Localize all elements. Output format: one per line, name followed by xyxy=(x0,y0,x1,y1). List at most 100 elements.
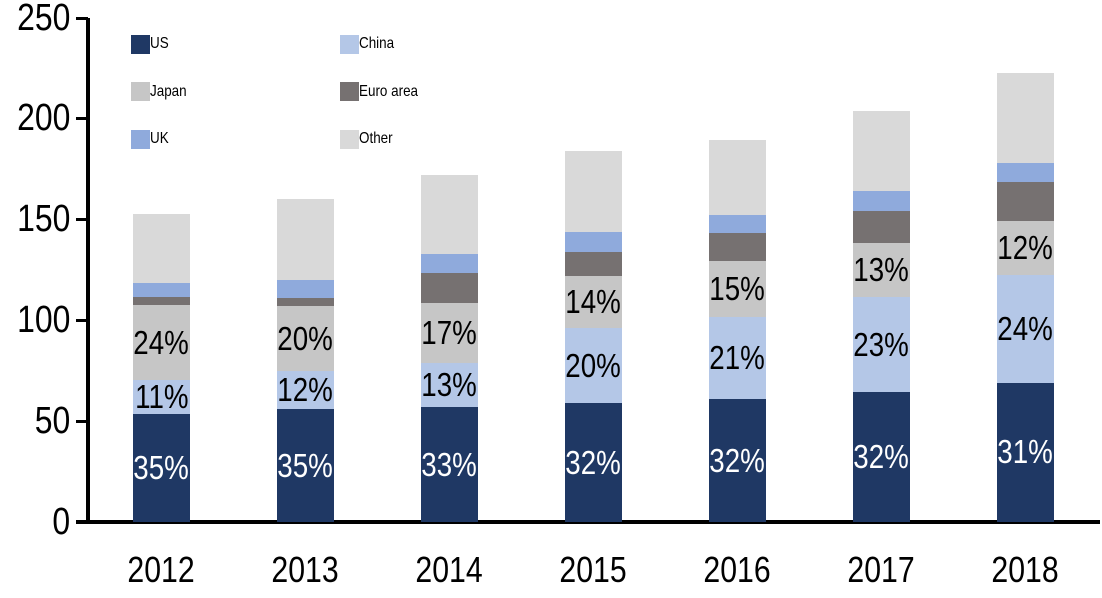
text-label: 50 xyxy=(34,399,70,442)
bar-segment-japan-2017 xyxy=(853,242,910,298)
y-tick-label-250: 250 xyxy=(0,0,70,39)
legend-swatch-japan xyxy=(131,82,150,101)
text-label: 2012 xyxy=(127,549,196,590)
segment-label-us-2014: 33% xyxy=(395,446,505,484)
bar-segment-uk-2015 xyxy=(565,231,622,252)
segment-label-japan-2014: 17% xyxy=(395,314,505,352)
text-label: 13% xyxy=(421,365,478,403)
segment-label-us-2013: 35% xyxy=(251,447,361,485)
bar-segment-us-2014 xyxy=(421,407,478,522)
bar-segment-japan-2014 xyxy=(421,303,478,363)
text-label: 17% xyxy=(421,314,478,351)
text-label: 150 xyxy=(16,198,70,241)
x-label-2014: 2014 xyxy=(375,549,525,590)
legend-swatch-us xyxy=(131,34,150,54)
bar-segment-us-2016 xyxy=(709,399,766,522)
text-label: Euro area xyxy=(359,82,419,100)
legend-swatch-uk xyxy=(131,129,150,149)
y-axis-line xyxy=(86,18,90,524)
bar-segment-us-2013 xyxy=(277,409,334,522)
x-label-2013: 2013 xyxy=(231,549,381,590)
bar-segment-euro-area-2016 xyxy=(709,232,766,261)
text-label: 14% xyxy=(565,283,622,321)
bar-segment-japan-2015 xyxy=(565,276,622,329)
text-label: 2017 xyxy=(847,549,916,590)
text-label: 2014 xyxy=(415,549,484,590)
bar-segment-china-2016 xyxy=(709,317,766,400)
text-label: 23% xyxy=(853,325,910,363)
bar-segment-other-2015 xyxy=(565,151,622,232)
y-tick-50 xyxy=(76,419,88,423)
bar-segment-uk-2013 xyxy=(277,280,334,299)
segment-label-china-2015: 20% xyxy=(539,347,649,385)
text-label: 20% xyxy=(277,319,334,357)
text-label: 20% xyxy=(565,346,622,384)
bar-segment-euro-area-2014 xyxy=(421,273,478,304)
bar-segment-other-2013 xyxy=(277,199,334,281)
text-label: 2015 xyxy=(559,549,628,590)
x-label-2012: 2012 xyxy=(87,549,237,590)
y-tick-100 xyxy=(76,318,88,322)
legend-swatch-other xyxy=(340,129,359,149)
text-label: US xyxy=(150,35,169,52)
segment-label-china-2018: 24% xyxy=(971,310,1081,348)
segment-label-china-2017: 23% xyxy=(827,326,937,364)
text-label: 12% xyxy=(277,370,334,408)
text-label: 32% xyxy=(709,441,766,479)
text-label: 11% xyxy=(134,378,189,415)
bar-segment-us-2018 xyxy=(997,382,1054,522)
bar-segment-china-2012 xyxy=(133,379,190,415)
bar-segment-china-2017 xyxy=(853,297,910,392)
x-label-2016: 2016 xyxy=(663,549,813,590)
text-label: Japan xyxy=(150,82,187,100)
segment-label-japan-2012: 24% xyxy=(107,324,217,362)
text-label: 32% xyxy=(565,443,622,481)
legend-item-other: Other xyxy=(340,124,399,154)
segment-label-us-2016: 32% xyxy=(683,442,793,480)
text-label: 21% xyxy=(709,339,766,377)
y-tick-label-150: 150 xyxy=(0,198,70,241)
bar-segment-other-2017 xyxy=(853,110,910,192)
y-tick-250 xyxy=(76,16,88,20)
x-axis-line xyxy=(76,520,1100,524)
bar-segment-us-2012 xyxy=(133,414,190,522)
legend-item-euro-area: Euro area xyxy=(340,77,429,107)
bar-segment-japan-2012 xyxy=(133,305,190,380)
text-label: 35% xyxy=(277,446,334,484)
segment-label-china-2016: 21% xyxy=(683,339,793,377)
text-label: 32% xyxy=(853,437,910,475)
text-label: 12% xyxy=(997,228,1054,266)
bar-segment-uk-2017 xyxy=(853,191,910,211)
bar-segment-euro-area-2013 xyxy=(277,298,334,307)
legend-swatch-china xyxy=(340,34,359,54)
bar-segment-other-2016 xyxy=(709,139,766,215)
text-label: China xyxy=(359,35,395,52)
legend-item-uk: UK xyxy=(131,124,172,154)
segment-label-us-2012: 35% xyxy=(107,449,217,487)
text-label: 2018 xyxy=(991,549,1060,590)
bar-segment-euro-area-2017 xyxy=(853,210,910,243)
y-tick-150 xyxy=(76,218,88,222)
bar-segment-japan-2013 xyxy=(277,306,334,371)
segment-label-japan-2018: 12% xyxy=(971,229,1081,267)
y-tick-label-200: 200 xyxy=(0,97,70,139)
text-label: 250 xyxy=(16,0,70,39)
segment-label-china-2012: 11% xyxy=(107,378,217,416)
bar-segment-uk-2018 xyxy=(997,163,1054,183)
bar-segment-china-2018 xyxy=(997,275,1054,383)
text-label: 24% xyxy=(997,309,1054,347)
bar-segment-us-2015 xyxy=(565,403,622,522)
segment-label-japan-2013: 20% xyxy=(251,320,361,358)
x-label-2018: 2018 xyxy=(951,549,1101,590)
segment-label-us-2018: 31% xyxy=(971,433,1081,471)
segment-label-us-2015: 32% xyxy=(539,444,649,482)
segment-label-japan-2016: 15% xyxy=(683,270,793,308)
bar-segment-uk-2012 xyxy=(133,283,190,298)
text-label: 35% xyxy=(133,449,190,487)
segment-label-japan-2017: 13% xyxy=(827,251,937,289)
bar-segment-china-2015 xyxy=(565,328,622,404)
legend-item-japan: Japan xyxy=(131,77,194,107)
text-label: 100 xyxy=(16,298,70,341)
text-label: 0 xyxy=(52,500,70,543)
text-label: Other xyxy=(359,130,393,147)
